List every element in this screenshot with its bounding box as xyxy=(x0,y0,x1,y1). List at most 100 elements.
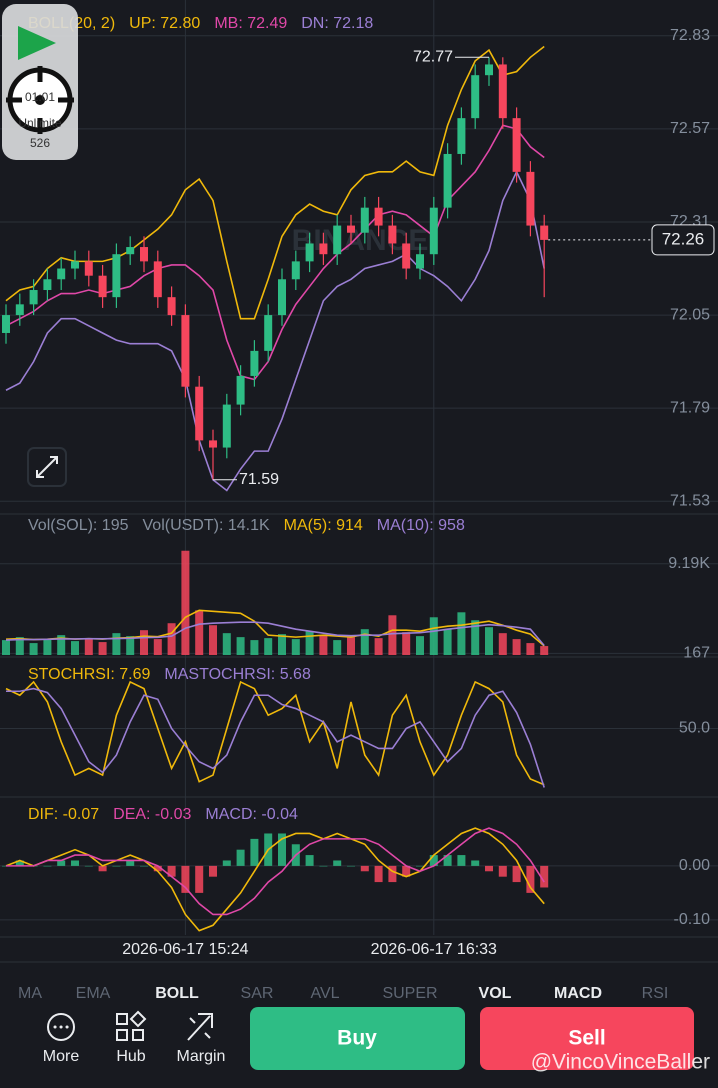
bar xyxy=(498,865,507,877)
bar xyxy=(374,638,383,655)
indicator-tab[interactable]: AVL xyxy=(310,985,339,1002)
bar xyxy=(388,615,397,655)
expand-frame[interactable] xyxy=(27,447,67,487)
legend-entry: MA(10): 958 xyxy=(377,517,465,534)
indicator-tab[interactable]: VOL xyxy=(479,985,512,1002)
indicator-tab[interactable]: MA xyxy=(18,985,42,1002)
candle-body xyxy=(374,207,383,226)
play-icon[interactable] xyxy=(18,26,56,60)
y-tick-label: 0.00 xyxy=(679,857,710,874)
candle-body xyxy=(457,118,466,154)
sell-label[interactable]: Sell xyxy=(568,1027,605,1050)
y-tick-label: 71.53 xyxy=(670,492,710,509)
action-label[interactable]: More xyxy=(43,1048,80,1065)
indicator-line xyxy=(6,687,545,788)
bar xyxy=(457,855,466,866)
bar xyxy=(15,860,24,866)
bar xyxy=(457,612,466,655)
candle-body xyxy=(347,225,355,233)
candle-body xyxy=(485,64,493,76)
candle-body xyxy=(98,275,107,298)
bar xyxy=(126,636,135,655)
buy-button[interactable] xyxy=(250,1007,465,1070)
candle-body xyxy=(57,268,66,280)
indicator-line xyxy=(5,124,545,381)
bar xyxy=(347,637,355,655)
last-price-box xyxy=(651,224,715,256)
bar xyxy=(112,865,121,867)
bar xyxy=(84,865,93,867)
bar xyxy=(526,643,535,655)
bar xyxy=(319,635,328,655)
candle-body xyxy=(15,304,24,316)
bar xyxy=(512,865,521,883)
bar xyxy=(278,833,286,866)
candle-body xyxy=(305,243,314,262)
candle-body xyxy=(264,315,273,351)
bar xyxy=(333,640,342,655)
margin-icon[interactable] xyxy=(187,1013,213,1041)
indicator-tab[interactable]: SAR xyxy=(241,985,274,1002)
legend-entry: MASTOCHRSI: 5.68 xyxy=(164,666,311,683)
candle-body xyxy=(71,261,79,269)
bar xyxy=(181,865,190,893)
bar xyxy=(429,617,438,655)
indicator-tab[interactable]: BOLL xyxy=(155,985,199,1002)
candle-body xyxy=(291,261,300,280)
candle-body xyxy=(360,207,369,233)
legend-entry: DIF: -0.07 xyxy=(28,806,99,823)
legend-entry: DN: 72.18 xyxy=(301,15,373,32)
more-icon[interactable] xyxy=(47,1013,75,1041)
hub-icon[interactable] xyxy=(116,1010,147,1041)
candle-body xyxy=(84,261,93,276)
bar xyxy=(416,636,424,655)
indicator-tab[interactable]: RSI xyxy=(642,985,669,1002)
candle-body xyxy=(443,153,452,208)
bar xyxy=(57,635,66,655)
candle-body xyxy=(250,350,259,376)
bar xyxy=(402,632,411,655)
bar xyxy=(540,646,549,655)
legend-entry: MA(5): 914 xyxy=(284,517,363,534)
indicator-tab[interactable]: SUPER xyxy=(382,985,437,1002)
candle-body xyxy=(222,404,231,448)
min-label: 71.59 xyxy=(239,471,279,488)
legend-entry: STOCHRSI: 7.69 xyxy=(28,666,151,683)
bar xyxy=(195,865,204,893)
bar xyxy=(360,865,369,872)
bar xyxy=(236,849,245,866)
candle-body xyxy=(43,279,52,291)
indicator-tab[interactable]: MACD xyxy=(554,985,602,1002)
sell-button[interactable] xyxy=(480,1007,694,1070)
candle-body xyxy=(140,247,148,262)
action-label[interactable]: Hub xyxy=(116,1048,145,1065)
bar xyxy=(264,638,273,655)
candle-body xyxy=(402,243,411,269)
buy-label[interactable]: Buy xyxy=(337,1027,377,1050)
overlay-text: Unlimite xyxy=(18,116,62,130)
candle-body xyxy=(278,279,286,316)
candle-body xyxy=(195,386,204,441)
bar xyxy=(443,629,452,655)
action-label[interactable]: Margin xyxy=(177,1048,226,1065)
bar xyxy=(402,865,411,877)
y-tick-label: 71.79 xyxy=(670,399,710,416)
y-tick-label: 167 xyxy=(683,645,710,662)
bar xyxy=(485,627,493,655)
bar xyxy=(291,639,300,655)
candle-body xyxy=(471,75,480,119)
bar xyxy=(305,855,314,866)
bar xyxy=(195,610,204,655)
candle-body xyxy=(236,375,245,405)
expand-button[interactable] xyxy=(27,447,67,487)
x-tick-label: 2026-06-17 16:33 xyxy=(371,941,497,958)
bar xyxy=(250,838,259,866)
indicator-tab[interactable]: EMA xyxy=(76,985,111,1002)
candle-body xyxy=(153,261,162,298)
bar xyxy=(112,633,121,655)
overlay-widget[interactable]: 01:01 Unlimite 526 xyxy=(2,4,78,160)
bar xyxy=(526,865,535,893)
overlay-count: 526 xyxy=(30,136,50,150)
bar xyxy=(43,639,52,655)
legend-entry: MB: 72.49 xyxy=(214,15,287,32)
